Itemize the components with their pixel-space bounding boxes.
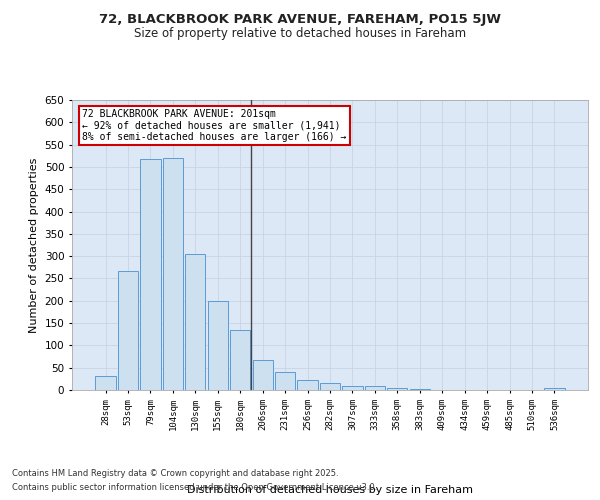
Text: Contains public sector information licensed under the Open Government Licence v3: Contains public sector information licen… — [12, 484, 377, 492]
Text: 72, BLACKBROOK PARK AVENUE, FAREHAM, PO15 5JW: 72, BLACKBROOK PARK AVENUE, FAREHAM, PO1… — [99, 12, 501, 26]
Bar — [343, 386, 362, 390]
Bar — [185, 254, 205, 390]
Text: Contains HM Land Registry data © Crown copyright and database right 2025.: Contains HM Land Registry data © Crown c… — [12, 468, 338, 477]
Bar — [365, 386, 385, 390]
Text: Size of property relative to detached houses in Fareham: Size of property relative to detached ho… — [134, 28, 466, 40]
Bar — [140, 159, 161, 390]
Bar — [410, 388, 430, 390]
Text: 72 BLACKBROOK PARK AVENUE: 201sqm
← 92% of detached houses are smaller (1,941)
8: 72 BLACKBROOK PARK AVENUE: 201sqm ← 92% … — [82, 108, 347, 142]
Y-axis label: Number of detached properties: Number of detached properties — [29, 158, 39, 332]
Bar — [275, 372, 295, 390]
Bar — [208, 301, 228, 390]
Bar — [320, 383, 340, 390]
Bar — [230, 330, 250, 390]
Bar — [163, 158, 183, 390]
Bar — [95, 376, 116, 390]
Bar — [387, 388, 407, 390]
X-axis label: Distribution of detached houses by size in Fareham: Distribution of detached houses by size … — [187, 486, 473, 496]
Bar — [544, 388, 565, 390]
Bar — [253, 360, 273, 390]
Bar — [298, 380, 317, 390]
Bar — [118, 271, 138, 390]
